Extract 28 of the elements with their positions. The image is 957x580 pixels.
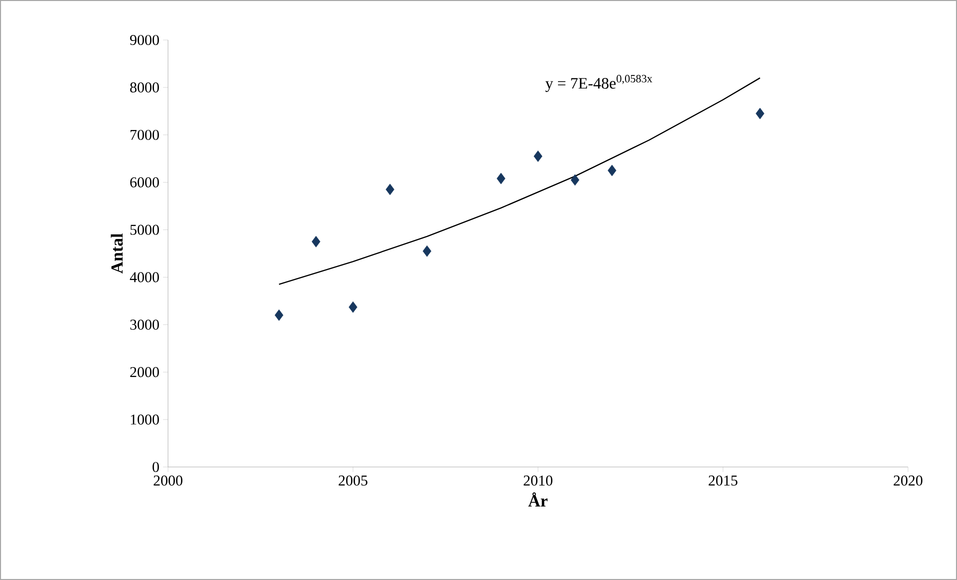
y-tick-label: 4000 bbox=[130, 272, 159, 282]
point bbox=[274, 309, 284, 321]
y-tick-label: 6000 bbox=[130, 177, 159, 188]
point bbox=[348, 301, 358, 313]
y-tick-label: 3000 bbox=[130, 320, 159, 330]
point bbox=[534, 150, 542, 162]
x-tick-label: 2010 bbox=[524, 476, 552, 486]
point bbox=[422, 245, 432, 257]
y-axis-title: Antal bbox=[110, 234, 123, 274]
y-tick-label: 8000 bbox=[130, 82, 159, 92]
y-tick-label: 2000 bbox=[130, 367, 159, 378]
y-tick-label: 7000 bbox=[130, 130, 159, 140]
point bbox=[386, 184, 394, 196]
point bbox=[570, 174, 580, 186]
y-tick-label: 5000 bbox=[130, 224, 159, 235]
y-tick-label: 1000 bbox=[130, 414, 159, 425]
y-tick-label: 9000 bbox=[130, 34, 159, 46]
point bbox=[496, 172, 506, 184]
x-axis-title: År bbox=[528, 492, 548, 506]
x-tick-label: 2020 bbox=[894, 476, 922, 486]
point bbox=[756, 108, 764, 120]
x-tick-label: 2005 bbox=[338, 476, 368, 486]
annotation: y = 7E-48e$^{0,0583x}$ bbox=[545, 74, 652, 92]
x-tick-label: 2015 bbox=[708, 476, 738, 486]
y-tick-label: 0 bbox=[152, 462, 159, 472]
point bbox=[608, 164, 616, 176]
point bbox=[312, 236, 320, 248]
x-tick-label: 2000 bbox=[154, 476, 182, 486]
